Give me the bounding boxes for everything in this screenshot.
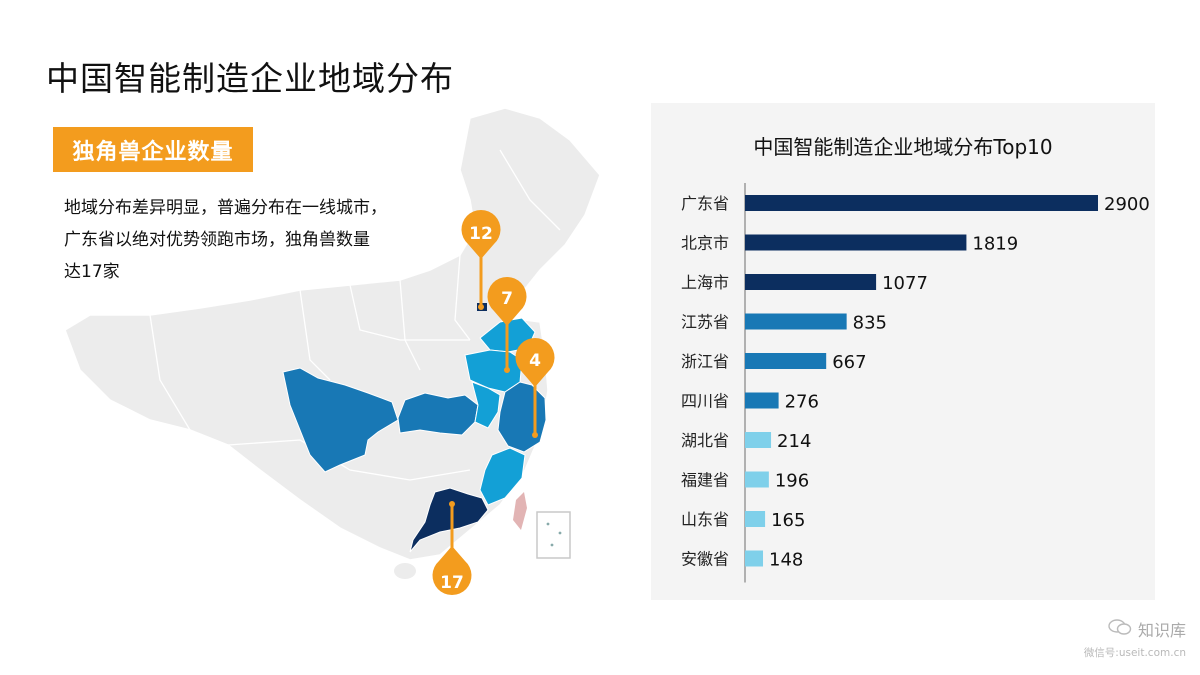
category-label: 湖北省 bbox=[681, 431, 729, 450]
bar bbox=[745, 471, 769, 488]
chart-title: 中国智能制造企业地域分布Top10 bbox=[753, 135, 1053, 159]
map-pin-zhejiang: 4 bbox=[515, 337, 555, 438]
south-sea-inset bbox=[536, 511, 571, 559]
pin-label-guangdong: 17 bbox=[440, 573, 464, 593]
china-map: 12 7 4 17 bbox=[64, 107, 601, 596]
page-title: 中国智能制造企业地域分布 bbox=[46, 59, 454, 98]
wechat-icon bbox=[1108, 618, 1132, 640]
map-pin-guangdong: 17 bbox=[432, 501, 472, 596]
map-pin-jiangsu: 7 bbox=[487, 276, 527, 373]
region-hainan bbox=[394, 563, 416, 579]
data-label: 2900 bbox=[1104, 194, 1150, 215]
bar bbox=[745, 353, 827, 369]
data-label: 835 bbox=[853, 313, 887, 334]
region-taiwan bbox=[513, 492, 527, 530]
data-label: 667 bbox=[832, 352, 866, 373]
data-label: 276 bbox=[785, 392, 819, 413]
description-line-2: 广东省以绝对优势领跑市场，独角兽数量 bbox=[64, 230, 370, 250]
map-land bbox=[64, 107, 601, 561]
region-guangdong bbox=[409, 487, 489, 553]
category-label: 江苏省 bbox=[681, 313, 729, 332]
data-label: 196 bbox=[775, 471, 809, 492]
bar bbox=[745, 550, 764, 567]
data-label: 1819 bbox=[972, 234, 1018, 255]
category-label: 广东省 bbox=[681, 194, 729, 213]
bar bbox=[745, 511, 766, 527]
category-label: 浙江省 bbox=[681, 352, 729, 371]
category-label: 山东省 bbox=[681, 510, 729, 529]
region-sichuan bbox=[282, 367, 399, 473]
pin-label-zhejiang: 4 bbox=[529, 351, 541, 371]
category-label: 上海市 bbox=[681, 273, 729, 292]
chart-panel: 中国智能制造企业地域分布Top10 广东省 2900 北京市 1819 上海市 1077 江… bbox=[651, 103, 1155, 600]
unicorn-badge: 独角兽企业数量 bbox=[53, 127, 253, 172]
description-line-3: 达17家 bbox=[64, 262, 120, 282]
category-label: 安徽省 bbox=[681, 550, 729, 569]
region-hubei bbox=[397, 392, 479, 436]
pin-label-jiangsu: 7 bbox=[501, 289, 513, 309]
pin-label-beijing: 12 bbox=[469, 224, 493, 244]
bar bbox=[745, 392, 779, 409]
footer-logo: 知识库 微信号:useit.com.cn bbox=[1066, 617, 1186, 660]
category-label: 北京市 bbox=[681, 234, 729, 253]
bar bbox=[745, 195, 1098, 211]
bar bbox=[745, 313, 847, 330]
bar bbox=[745, 234, 967, 251]
description-line-1: 地域分布差异明显，普遍分布在一线城市， bbox=[64, 198, 387, 218]
description: 地域分布差异明显，普遍分布在一线城市， 广东省以绝对优势领跑市场，独角兽数量 达… bbox=[64, 192, 464, 288]
region-anhui bbox=[471, 381, 501, 429]
data-label: 214 bbox=[777, 431, 811, 452]
category-label: 四川省 bbox=[681, 392, 729, 411]
map-pin-beijing: 12 bbox=[461, 209, 501, 310]
data-label: 165 bbox=[771, 510, 805, 531]
bar bbox=[745, 432, 772, 448]
data-label: 148 bbox=[769, 550, 803, 571]
data-label: 1077 bbox=[882, 273, 928, 294]
category-label: 福建省 bbox=[681, 471, 729, 490]
region-zhejiang bbox=[497, 381, 547, 453]
region-fujian bbox=[479, 447, 526, 506]
bar-chart: 广东省 2900 北京市 1819 上海市 1077 江苏省 835 浙江省 667 四川省 276 湖… bbox=[681, 183, 1150, 583]
footer-wechat: 微信号:useit.com.cn bbox=[1083, 647, 1186, 659]
bar bbox=[745, 274, 877, 290]
province-borders bbox=[149, 149, 561, 481]
footer-brand: 知识库 bbox=[1137, 621, 1186, 640]
